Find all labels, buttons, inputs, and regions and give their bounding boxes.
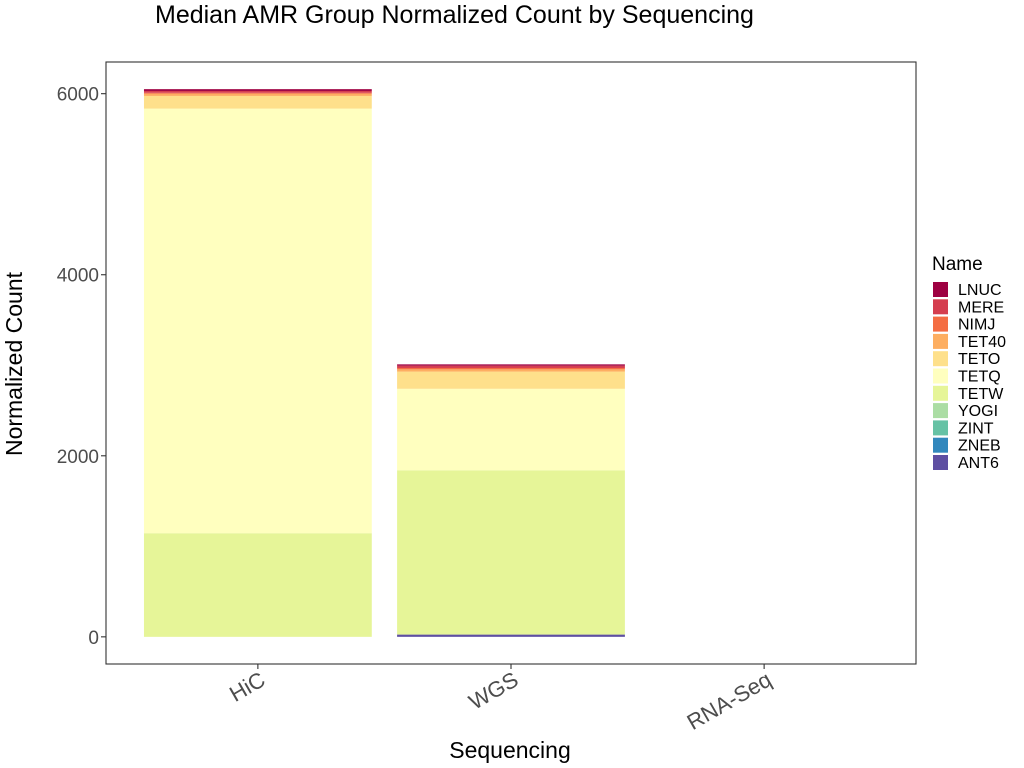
y-tick-label: 2000: [57, 447, 99, 468]
bar-segment-mere-hic: [143, 90, 372, 93]
legend: Name LNUCMERENIMJTET40TETOTETQTETWYOGIZI…: [932, 254, 1006, 472]
bar-segment-nimj-wgs: [397, 367, 625, 370]
legend-label-lnuc: LNUC: [958, 282, 1002, 299]
legend-swatch-zneb: [933, 437, 948, 453]
x-tick-label: HiC: [225, 667, 269, 707]
bar-segment-tet40-hic: [143, 93, 372, 96]
legend-label-mere: MERE: [958, 299, 1004, 316]
bar-segment-tetq-wgs: [397, 388, 625, 471]
bar-segment-mere-wgs: [397, 365, 625, 368]
legend-title: Name: [932, 254, 983, 275]
bar-segment-tetq-hic: [143, 108, 372, 534]
legend-label-zint: ZINT: [958, 420, 994, 437]
bars-group: [143, 89, 625, 637]
legend-swatch-mere: [933, 299, 948, 315]
legend-label-zneb: ZNEB: [958, 438, 1001, 455]
bar-segment-lnuc-wgs: [397, 364, 625, 366]
bar-segment-tet40-wgs: [397, 369, 625, 372]
legend-label-tet40: TET40: [958, 334, 1006, 351]
legend-label-nimj: NIMJ: [958, 317, 995, 334]
legend-swatch-yogi: [933, 403, 948, 419]
legend-swatch-tet40: [933, 333, 948, 349]
bar-segment-teto-wgs: [397, 371, 625, 389]
legend-swatch-tetw: [933, 385, 948, 401]
legend-label-teto: TETO: [958, 351, 1000, 368]
legend-label-ant6: ANT6: [958, 455, 999, 472]
legend-swatch-ant6: [933, 455, 948, 470]
bar-segment-ant6-wgs: [397, 634, 625, 637]
legend-swatch-teto: [933, 351, 948, 367]
legend-swatch-zint: [933, 420, 948, 436]
x-tick-label: WGS: [464, 667, 522, 715]
y-axis: 0 2000 4000 6000: [57, 85, 106, 649]
y-tick-label: 6000: [57, 85, 99, 106]
x-axis: HiC WGS RNA-Seq: [225, 664, 776, 735]
legend-swatch-nimj: [933, 316, 948, 332]
bar-segment-tetw-hic: [143, 533, 372, 637]
legend-swatch-tetq: [933, 368, 948, 384]
chart-title: Median AMR Group Normalized Count by Seq…: [155, 1, 754, 29]
bar-segment-nimj-hic: [143, 92, 372, 94]
legend-label-yogi: YOGI: [958, 403, 998, 420]
bar-segment-tetw-wgs: [397, 470, 625, 635]
y-axis-title: Normalized Count: [1, 271, 27, 456]
bar-segment-teto-hic: [143, 95, 372, 109]
y-tick-label: 4000: [57, 266, 99, 287]
legend-label-tetq: TETQ: [958, 369, 1001, 386]
x-tick-label: RNA-Seq: [683, 667, 776, 735]
bar-segment-lnuc-hic: [143, 89, 372, 91]
y-tick-label: 0: [88, 628, 99, 649]
legend-label-tetw: TETW: [958, 386, 1004, 403]
legend-swatch-lnuc: [933, 282, 948, 297]
x-axis-title: Sequencing: [449, 737, 571, 763]
